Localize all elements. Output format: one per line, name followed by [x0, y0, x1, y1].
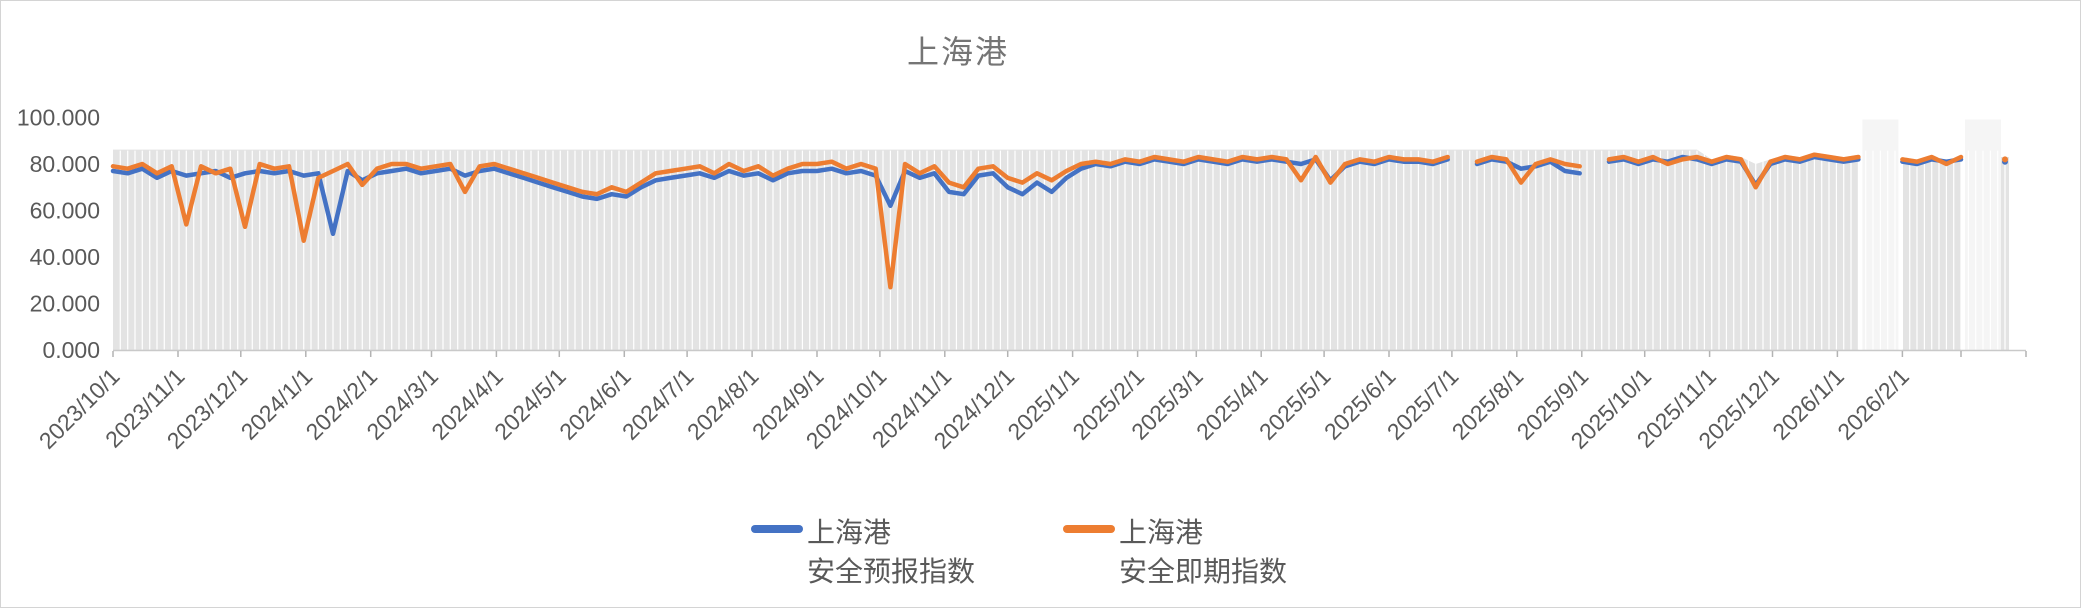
series-line-forecast — [110, 154, 2008, 237]
legend-item-spot-index[interactable]: 上海港 安全即期指数 — [1063, 513, 1287, 591]
y-tick-label: 40.000 — [30, 244, 100, 270]
legend-label-spot: 上海港 安全即期指数 — [1119, 517, 1288, 587]
x-tick-label: 2025/8/1 — [1447, 363, 1529, 445]
series-line-spot — [110, 152, 2008, 290]
x-tick-label: 2026/2/1 — [1832, 363, 1914, 445]
chart-title: 上海港 — [906, 34, 1009, 70]
legend-marker-spot-line — [1063, 525, 1115, 533]
x-tick-label: 2024/1/1 — [236, 363, 318, 445]
vertical-gridlines — [119, 150, 2021, 350]
legend-item-forecast-index[interactable]: 上海港 安全预报指数 — [751, 513, 975, 591]
y-tick-label: 20.000 — [30, 291, 100, 317]
y-tick-label: 100.000 — [17, 105, 100, 131]
y-tick-label: 0.000 — [42, 337, 100, 363]
x-axis: 2023/10/12023/11/12023/12/12024/1/12024/… — [34, 349, 2027, 454]
coverage-band-area — [113, 149, 2009, 350]
y-tick-label: 80.000 — [30, 151, 100, 177]
y-axis-labels: 100.000 80.000 60.000 40.000 20.000 0.000 — [17, 105, 100, 364]
y-tick-label: 60.000 — [30, 198, 100, 224]
x-tick-label: 2025/1/1 — [1002, 363, 1084, 445]
x-tick-label: 2024/8/1 — [682, 363, 764, 445]
legend-label-forecast: 上海港 安全预报指数 — [807, 517, 976, 587]
x-tick-label: 2026/1/1 — [1767, 363, 1849, 445]
legend-marker-forecast-line — [751, 525, 803, 533]
